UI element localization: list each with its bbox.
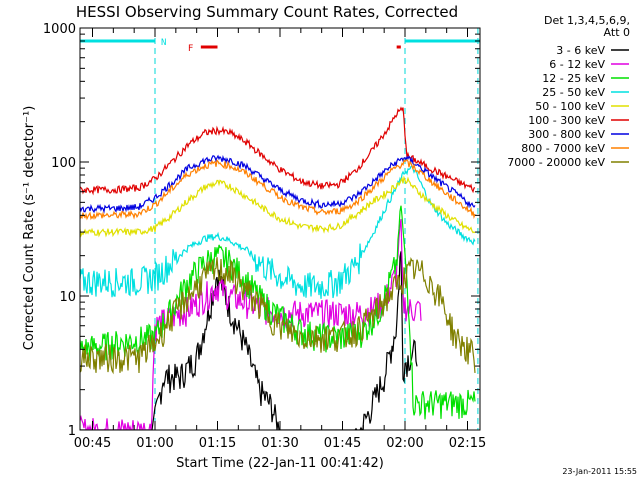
series-line bbox=[80, 175, 476, 238]
series-group bbox=[80, 106, 476, 430]
legend-label: 25 - 50 keV bbox=[542, 86, 605, 99]
flag-label: N bbox=[161, 38, 166, 48]
legend-label: 100 - 300 keV bbox=[528, 114, 605, 127]
x-tick-label: 01:15 bbox=[199, 436, 236, 451]
series-line bbox=[80, 106, 476, 196]
x-tick-label: 02:15 bbox=[449, 436, 486, 451]
legend-title: Att 0 bbox=[604, 26, 630, 39]
legend-label: 7000 - 20000 keV bbox=[507, 156, 605, 169]
y-tick-label: 100 bbox=[51, 156, 76, 171]
y-tick-label: 1000 bbox=[43, 22, 76, 37]
y-tick-label: 10 bbox=[59, 290, 76, 305]
series-line bbox=[80, 165, 476, 299]
legend-label: 12 - 25 keV bbox=[542, 72, 605, 85]
x-tick-label: 00:45 bbox=[74, 436, 111, 451]
series-line bbox=[80, 158, 476, 221]
series-line bbox=[80, 154, 476, 214]
flag-label: F bbox=[188, 44, 193, 54]
series-line bbox=[80, 205, 476, 420]
x-tick-label: 01:00 bbox=[136, 436, 173, 451]
series-line bbox=[80, 251, 418, 430]
legend-label: 800 - 7000 keV bbox=[521, 142, 605, 155]
y-tick-label: 1 bbox=[68, 424, 76, 439]
legend-label: 50 - 100 keV bbox=[535, 100, 605, 113]
y-axis: 1 10 100 1000 bbox=[43, 22, 480, 439]
legend-title: Det 1,3,4,5,6,9, bbox=[544, 14, 630, 27]
chart-title: HESSI Observing Summary Count Rates, Cor… bbox=[76, 3, 458, 21]
date-stamp: 23-Jan-2011 15:55 bbox=[562, 467, 637, 476]
plot-frame bbox=[79, 27, 481, 431]
x-tick-label: 01:30 bbox=[261, 436, 298, 451]
plot-area: NF bbox=[79, 27, 481, 431]
y-axis-label: Corrected Count Rate (s⁻¹ detector⁻¹) bbox=[22, 106, 37, 351]
legend-label: 6 - 12 keV bbox=[549, 58, 605, 71]
legend-label: 3 - 6 keV bbox=[556, 44, 605, 57]
series-line bbox=[80, 257, 476, 375]
x-axis: 00:45 01:00 01:15 01:30 01:45 02:00 02:15 bbox=[74, 28, 486, 451]
legend-label: 300 - 800 keV bbox=[528, 128, 605, 141]
x-axis-label: Start Time (22-Jan-11 00:41:42) bbox=[176, 456, 384, 471]
x-tick-label: 01:45 bbox=[324, 436, 361, 451]
x-tick-label: 02:00 bbox=[386, 436, 423, 451]
